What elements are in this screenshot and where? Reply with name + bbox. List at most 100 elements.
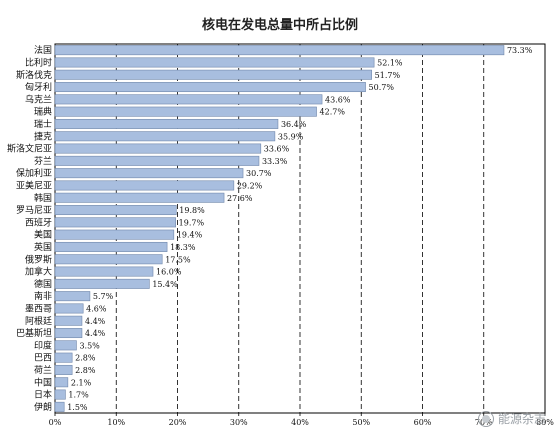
value-label: 43.6% — [325, 95, 351, 104]
watermark: 能源杂志 — [477, 410, 546, 427]
value-label: 51.7% — [375, 71, 401, 80]
bar — [54, 254, 163, 265]
bar — [54, 155, 260, 166]
category-label: 亚美尼亚 — [16, 179, 52, 191]
value-label: 27.6% — [227, 194, 253, 203]
bar — [54, 94, 323, 105]
category-label: 捷克 — [34, 130, 52, 142]
value-label: 18.3% — [170, 243, 196, 252]
category-label: 匈牙利 — [25, 81, 52, 93]
category-label: 瑞士 — [34, 118, 52, 130]
bar — [54, 401, 65, 412]
category-label: 英国 — [34, 241, 52, 253]
category-label: 乌克兰 — [25, 93, 52, 105]
bar — [54, 180, 235, 191]
x-tick-label: 40% — [291, 418, 309, 427]
x-tick-label: 50% — [352, 418, 370, 427]
category-label: 日本 — [34, 389, 52, 401]
bar — [54, 389, 66, 400]
bar — [54, 205, 177, 216]
value-label: 17.5% — [165, 255, 191, 264]
bar — [54, 291, 91, 302]
bar — [54, 278, 150, 289]
value-label: 5.7% — [93, 292, 114, 301]
bar — [54, 131, 276, 142]
value-label: 4.6% — [86, 304, 107, 313]
value-label: 35.9% — [278, 132, 304, 141]
value-label: 4.4% — [85, 317, 106, 326]
category-label: 法国 — [34, 44, 52, 56]
x-tick-label: 60% — [414, 418, 432, 427]
category-label: 俄罗斯 — [25, 253, 52, 265]
value-label: 29.2% — [237, 181, 263, 190]
value-label: 3.5% — [79, 341, 100, 350]
category-label: 西班牙 — [25, 216, 52, 228]
category-label: 墨西哥 — [25, 303, 52, 314]
value-label: 73.3% — [507, 46, 533, 55]
category-label: 阿根廷 — [25, 315, 52, 327]
value-label: 16.0% — [156, 268, 182, 277]
value-label: 30.7% — [246, 169, 272, 178]
value-label: 19.4% — [177, 231, 203, 240]
bar — [54, 364, 73, 375]
category-label: 韩国 — [34, 192, 52, 204]
bar — [54, 229, 175, 240]
value-label: 2.8% — [75, 366, 96, 375]
bar — [54, 45, 505, 56]
category-label: 斯洛文尼亚 — [7, 143, 52, 155]
value-label: 33.6% — [264, 145, 290, 154]
bar — [54, 106, 317, 117]
bar — [54, 57, 375, 68]
category-label: 印度 — [34, 339, 52, 351]
value-label: 19.7% — [179, 218, 205, 227]
category-label: 罗马尼亚 — [16, 205, 52, 216]
wechat-icon — [477, 410, 494, 427]
x-tick-label: 0% — [49, 418, 62, 427]
category-label: 加拿大 — [25, 266, 52, 278]
value-label: 2.1% — [71, 378, 92, 387]
x-tick-label: 80% — [536, 418, 554, 427]
bar — [54, 340, 77, 351]
bar — [54, 82, 366, 93]
chart-title: 核电在发电总量中所占比例 — [201, 18, 358, 33]
category-label: 巴西 — [34, 353, 52, 364]
category-label: 美国 — [34, 229, 52, 241]
value-label: 1.7% — [68, 391, 89, 400]
x-tick-label: 10% — [107, 418, 125, 427]
category-label: 比利时 — [25, 56, 52, 68]
bar — [54, 118, 279, 129]
bar — [54, 328, 83, 339]
value-label: 19.8% — [179, 206, 205, 215]
category-label: 斯洛伐克 — [16, 69, 52, 81]
bar — [54, 69, 372, 80]
bar — [54, 303, 84, 314]
bar — [54, 377, 69, 388]
bar — [54, 315, 83, 326]
category-label: 芬兰 — [34, 155, 52, 167]
value-label: 50.7% — [369, 83, 395, 92]
value-label: 52.1% — [377, 58, 403, 67]
bar — [54, 241, 168, 252]
value-label: 36.4% — [281, 120, 307, 129]
category-label: 荷兰 — [34, 364, 52, 376]
value-label: 1.5% — [67, 403, 88, 412]
bar — [54, 352, 73, 363]
x-tick-label: 30% — [230, 418, 248, 427]
category-label: 保加利亚 — [16, 167, 52, 179]
watermark-text: 能源杂志 — [497, 412, 546, 426]
category-label: 瑞典 — [34, 106, 52, 118]
category-label: 中国 — [34, 376, 52, 388]
category-label: 巴基斯坦 — [16, 327, 52, 339]
category-label: 伊朗 — [34, 401, 52, 413]
category-label: 南非 — [34, 290, 52, 302]
value-label: 15.4% — [152, 280, 178, 289]
bar — [54, 143, 262, 154]
bar — [54, 168, 244, 179]
value-label: 4.4% — [85, 329, 106, 338]
category-label: 德国 — [34, 278, 52, 290]
bar — [54, 217, 176, 228]
x-tick-label: 20% — [169, 418, 187, 427]
value-label: 42.7% — [320, 108, 346, 117]
